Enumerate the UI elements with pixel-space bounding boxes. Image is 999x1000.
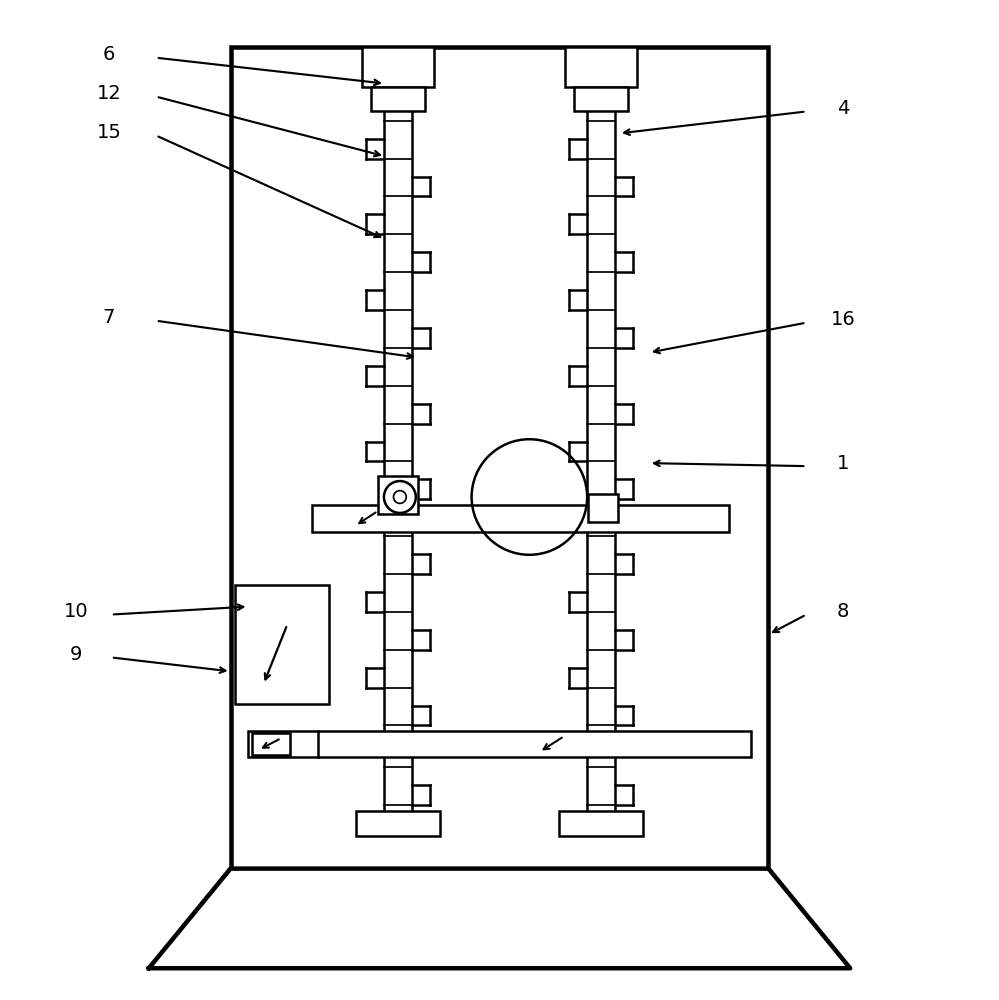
Bar bbox=[231, 47, 768, 869]
Text: 12: 12 bbox=[97, 84, 121, 103]
Bar bbox=[558, 811, 643, 836]
Bar bbox=[356, 811, 441, 836]
Bar bbox=[313, 505, 728, 532]
Bar bbox=[574, 87, 628, 111]
Polygon shape bbox=[149, 869, 850, 968]
Text: 16: 16 bbox=[831, 310, 855, 329]
Bar bbox=[371, 87, 425, 111]
Bar bbox=[378, 476, 418, 514]
Bar bbox=[588, 494, 618, 522]
Text: 8: 8 bbox=[837, 602, 849, 621]
Text: 15: 15 bbox=[97, 123, 122, 142]
Text: 4: 4 bbox=[837, 99, 849, 118]
Text: 1: 1 bbox=[837, 454, 849, 473]
Text: 9: 9 bbox=[70, 645, 82, 664]
Bar bbox=[565, 47, 637, 87]
Bar bbox=[249, 731, 750, 757]
Text: 6: 6 bbox=[103, 45, 115, 64]
Text: 10: 10 bbox=[64, 602, 89, 621]
Bar bbox=[362, 47, 434, 87]
Bar bbox=[253, 733, 291, 755]
Bar bbox=[235, 585, 329, 704]
Text: 7: 7 bbox=[103, 308, 115, 327]
